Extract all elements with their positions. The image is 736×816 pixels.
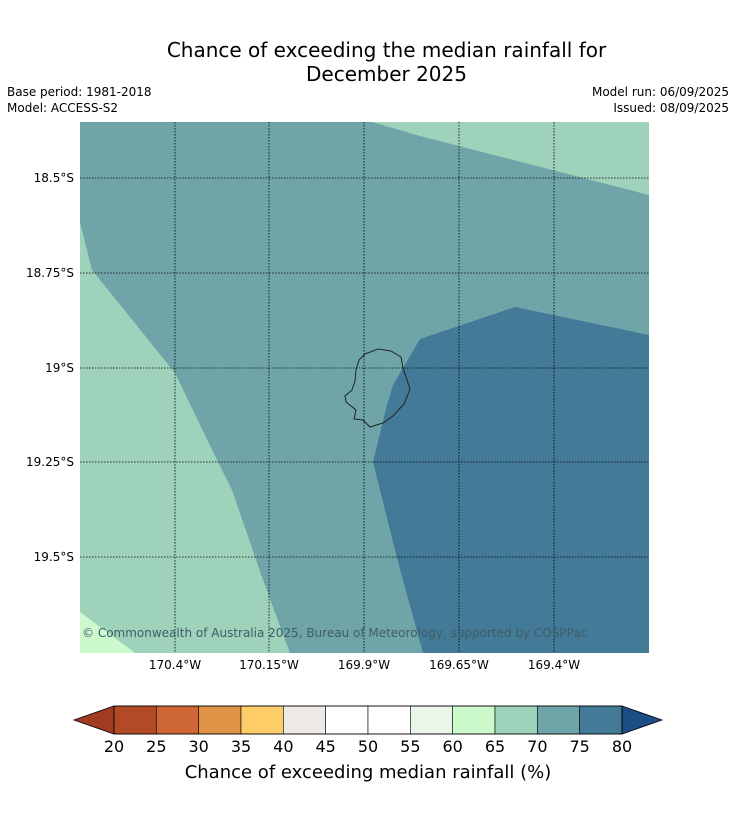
- colorbar-bin: [113, 705, 157, 735]
- region-75-80: [373, 307, 649, 653]
- colorbar-bin: [410, 705, 453, 735]
- colorbar-bin: [494, 705, 538, 735]
- island-coastline: [344, 348, 411, 428]
- title-line-2: December 2025: [306, 62, 467, 86]
- colorbar-tick-label: 75: [569, 737, 589, 756]
- colorbar-tick-label: 50: [358, 737, 378, 756]
- meta-left: Base period: 1981-2018 Model: ACCESS-S2: [7, 84, 152, 116]
- colorbar-bin: [156, 705, 199, 735]
- title-line-1: Chance of exceeding the median rainfall …: [166, 38, 607, 62]
- colorbar-bin: [367, 705, 411, 735]
- colorbar-tick-label: 80: [612, 737, 632, 756]
- longitude-label: 169.65°W: [429, 658, 489, 672]
- colorbar-tick-label: 40: [273, 737, 293, 756]
- colorbar-tick-labels: 20 25 30 35 40 45 50 55 60 65 70 75 80: [104, 737, 632, 756]
- chart-title: Chance of exceeding the median rainfall …: [0, 38, 736, 86]
- issued-date: Issued: 08/09/2025: [613, 101, 729, 115]
- colorbar-under-arrow: [72, 705, 115, 735]
- base-period: Base period: 1981-2018: [7, 85, 152, 99]
- longitude-label: 170.4°W: [149, 658, 201, 672]
- latitude-label: 19.5°S: [34, 550, 74, 564]
- map-regions: © Commonwealth of Australia 2025, Bureau…: [80, 122, 649, 653]
- latitude-label: 19.25°S: [26, 455, 74, 469]
- model-run: Model run: 06/09/2025: [591, 85, 729, 99]
- model-name: Model: ACCESS-S2: [7, 101, 119, 115]
- colorbar-label: Chance of exceeding median rainfall (%): [185, 762, 552, 783]
- colorbar-bin: [537, 705, 580, 735]
- latitude-label: 18.75°S: [26, 266, 74, 280]
- colorbar-bin: [283, 705, 326, 735]
- copyright-notice: © Commonwealth of Australia 2025, Bureau…: [82, 626, 587, 640]
- map-gridlines: [80, 122, 649, 653]
- map: © Commonwealth of Australia 2025, Bureau…: [26, 122, 664, 783]
- latitude-labels: 18.5°S 18.75°S 19°S 19.25°S 19.5°S: [26, 171, 74, 564]
- colorbar-over-arrow: [621, 705, 664, 735]
- longitude-label: 169.9°W: [338, 658, 390, 672]
- colorbar: 20 25 30 35 40 45 50 55 60 65 70 75 80 Chance of exc…: [72, 705, 664, 783]
- colorbar-tick-label: 60: [442, 737, 462, 756]
- colorbar-bin: [198, 705, 242, 735]
- colorbar-tick-label: 65: [485, 737, 505, 756]
- meta-right: Model run: 06/09/2025 Issued: 08/09/2025: [592, 84, 729, 116]
- colorbar-bins: [113, 705, 623, 735]
- colorbar-bin: [240, 705, 284, 735]
- colorbar-tick-label: 70: [527, 737, 547, 756]
- colorbar-bin: [452, 705, 496, 735]
- colorbar-tick-label: 45: [315, 737, 335, 756]
- colorbar-tick-label: 35: [231, 737, 251, 756]
- colorbar-tick-label: 25: [146, 737, 166, 756]
- longitude-labels: 170.4°W 170.15°W 169.9°W 169.65°W 169.4°W: [149, 658, 580, 672]
- longitude-label: 170.15°W: [239, 658, 299, 672]
- colorbar-tick-label: 55: [400, 737, 420, 756]
- colorbar-bin: [579, 705, 623, 735]
- colorbar-tick-label: 20: [104, 737, 124, 756]
- colorbar-bin: [325, 705, 369, 735]
- region-60-65-southwest: [80, 612, 135, 653]
- latitude-label: 18.5°S: [34, 171, 74, 185]
- region-65-70-northeast: [372, 122, 649, 195]
- region-65-70-west: [80, 222, 290, 653]
- longitude-label: 169.4°W: [528, 658, 580, 672]
- latitude-label: 19°S: [45, 361, 74, 375]
- colorbar-tick-label: 30: [188, 737, 208, 756]
